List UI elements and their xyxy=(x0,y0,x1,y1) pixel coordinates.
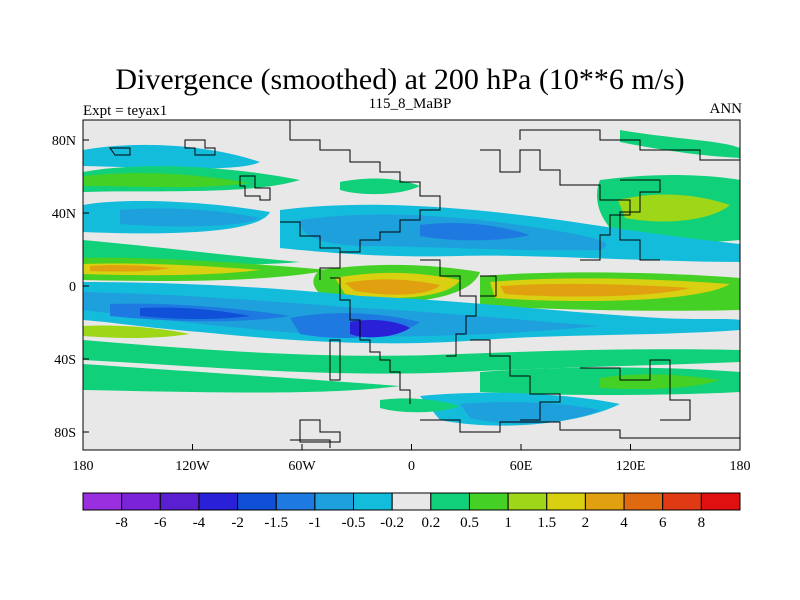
colorbar-swatch xyxy=(121,492,161,511)
colorbar xyxy=(82,492,741,511)
colorbar-swatch xyxy=(468,492,509,511)
lon-tick-label: 60W xyxy=(288,459,316,474)
colorbar-label: 6 xyxy=(659,515,667,531)
colorbar-swatch xyxy=(82,492,123,511)
experiment-label: Expt = teyax1 xyxy=(83,103,168,119)
lat-tick-label: 0 xyxy=(69,280,76,295)
colorbar-label: 4 xyxy=(620,515,628,531)
colorbar-swatch xyxy=(623,492,664,511)
colorbar-swatch xyxy=(275,492,316,511)
colorbar-label: -4 xyxy=(193,515,206,531)
colorbar-swatch xyxy=(353,492,393,511)
period-label: 115_8_MaBP xyxy=(368,96,452,112)
axis-ticks xyxy=(82,139,741,450)
colorbar-swatch xyxy=(546,492,586,511)
colorbar-labels: -8 -6 -4 -2 -1.5 -1 -0.5 -0.2 0.2 0.5 1 1.5 2 4 6 8 xyxy=(115,515,705,531)
lon-tick-label: 180 xyxy=(73,459,94,474)
colorbar-swatch xyxy=(584,492,625,511)
lat-tick-label: 80S xyxy=(54,426,76,441)
lon-tick-label: 180 xyxy=(730,459,751,474)
colorbar-label: 8 xyxy=(698,515,706,531)
colorbar-swatch xyxy=(662,492,702,511)
coastlines xyxy=(109,120,740,448)
colorbar-swatch xyxy=(237,492,277,511)
colorbar-swatch xyxy=(507,492,548,511)
lon-tick-label: 120W xyxy=(175,459,210,474)
colorbar-swatch xyxy=(391,492,432,511)
colorbar-label: -8 xyxy=(115,515,128,531)
lon-tick-label: 0 xyxy=(408,459,415,474)
contour-field xyxy=(83,120,740,450)
colorbar-swatch xyxy=(430,492,470,511)
season-label: ANN xyxy=(709,101,743,117)
lat-tick-label: 40S xyxy=(54,353,76,368)
map-title: Divergence (smoothed) at 200 hPa (10**6 … xyxy=(115,63,685,96)
lat-tick-label: 80N xyxy=(52,134,76,149)
colorbar-label: 0.2 xyxy=(421,515,440,531)
colorbar-label: -0.5 xyxy=(342,515,366,531)
colorbar-label: -1.5 xyxy=(264,515,288,531)
lat-tick-label: 40N xyxy=(52,207,76,222)
colorbar-swatch xyxy=(700,492,741,511)
colorbar-label: -2 xyxy=(231,515,244,531)
colorbar-swatch xyxy=(314,492,355,511)
colorbar-label: 1 xyxy=(504,515,512,531)
colorbar-label: 2 xyxy=(582,515,590,531)
lon-tick-label: 60E xyxy=(510,459,533,474)
colorbar-label: 0.5 xyxy=(460,515,479,531)
colorbar-label: -6 xyxy=(154,515,167,531)
colorbar-swatch xyxy=(159,492,200,511)
colorbar-label: -1 xyxy=(309,515,322,531)
colorbar-label: 1.5 xyxy=(537,515,556,531)
colorbar-swatch xyxy=(198,492,239,511)
lon-tick-label: 120E xyxy=(616,459,646,474)
colorbar-label: -0.2 xyxy=(380,515,404,531)
